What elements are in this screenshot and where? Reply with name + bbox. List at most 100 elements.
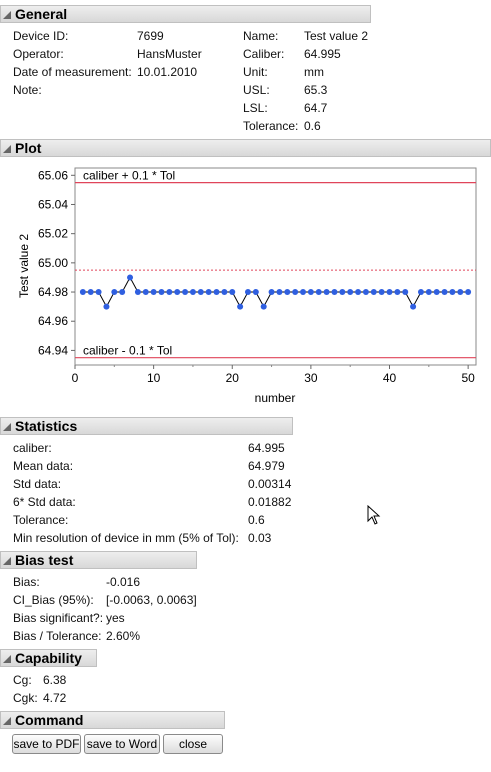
disclosure-triangle-icon[interactable] [3, 717, 11, 725]
bias-value: yes [106, 611, 125, 625]
data-point [323, 289, 330, 296]
disclosure-triangle-icon[interactable] [3, 145, 11, 153]
capability-title: Capability [15, 650, 82, 666]
bias-value: [-0.0063, 0.0063] [106, 593, 197, 607]
data-point [276, 289, 283, 296]
bias-value: 2.60% [106, 629, 141, 643]
y-axis: 64.94 64.96 64.98 65.00 65.02 65.04 65.06 [38, 168, 75, 357]
cgk-label: Cgk: [13, 691, 38, 705]
data-point [127, 274, 134, 281]
statistics-header[interactable]: Statistics [0, 417, 293, 435]
disclosure-triangle-icon[interactable] [3, 11, 11, 19]
y-tick-label: 65.06 [38, 168, 68, 182]
bias-label: CI_Bias (95%): [13, 593, 94, 607]
data-point [331, 289, 338, 296]
data-point [362, 289, 369, 296]
data-point [292, 289, 299, 296]
date-value: 10.01.2010 [137, 65, 198, 79]
data-point [237, 303, 244, 310]
plot-header[interactable]: Plot [0, 139, 491, 157]
data-point [370, 289, 377, 296]
stat-label: Min resolution of device in mm (5% of To… [13, 531, 239, 545]
data-point [260, 303, 267, 310]
y-tick-label: 64.94 [38, 343, 68, 357]
data-point [355, 289, 362, 296]
save-to-word-button[interactable]: save to Word [84, 734, 160, 754]
data-point [182, 289, 189, 296]
disclosure-triangle-icon[interactable] [3, 655, 11, 663]
disclosure-triangle-icon[interactable] [3, 557, 11, 565]
upper-limit-label: caliber + 0.1 * Tol [83, 169, 175, 183]
data-point [417, 289, 424, 296]
stat-value: 0.00314 [248, 477, 292, 491]
data-point [315, 289, 322, 296]
x-tick-label: 50 [461, 371, 475, 385]
command-header[interactable]: Command [0, 711, 225, 729]
plot-chart: 64.94 64.96 64.98 65.00 65.02 65.04 65.06 0 10 2… [17, 167, 477, 405]
tolerance-label: Tolerance: [243, 119, 299, 133]
stat-label: Mean data: [13, 459, 74, 473]
general-header[interactable]: General [0, 5, 371, 23]
y-tick-label: 65.04 [38, 197, 68, 211]
general-title: General [15, 6, 68, 22]
data-point [213, 289, 220, 296]
name-label: Name: [243, 29, 279, 43]
y-tick-label: 65.02 [38, 227, 68, 241]
data-point [142, 289, 149, 296]
note-label: Note: [13, 83, 42, 97]
data-point [394, 289, 401, 296]
data-point [229, 289, 236, 296]
cg-label: Cg: [13, 673, 32, 687]
stat-label: Std data: [13, 477, 62, 491]
caliber-value: 64.995 [304, 47, 341, 61]
data-point [425, 289, 432, 296]
stat-value: 64.979 [248, 459, 285, 473]
bias-label: Bias significant?: [13, 611, 104, 625]
bias-header[interactable]: Bias test [0, 551, 197, 569]
bias-label: Bias / Tolerance: [13, 629, 102, 643]
cgk-value: 4.72 [43, 691, 67, 705]
data-point [252, 289, 259, 296]
device-id-value: 7699 [137, 29, 164, 43]
x-axis: 0 10 20 30 40 50 [72, 365, 475, 385]
data-point [402, 289, 409, 296]
x-tick-label: 30 [304, 371, 318, 385]
unit-label: Unit: [243, 65, 268, 79]
data-point [300, 289, 307, 296]
x-axis-label: number [255, 391, 296, 405]
data-point [95, 289, 102, 296]
data-point [79, 289, 86, 296]
capability-header[interactable]: Capability [0, 649, 97, 667]
command-title: Command [15, 712, 84, 728]
y-tick-label: 64.98 [38, 285, 68, 299]
data-point [347, 289, 354, 296]
data-point [457, 289, 464, 296]
bias-title: Bias test [15, 552, 74, 568]
data-point [465, 289, 472, 296]
data-point [449, 289, 456, 296]
data-point [378, 289, 385, 296]
data-point [307, 289, 314, 296]
close-button[interactable]: close [163, 734, 223, 754]
data-point [150, 289, 157, 296]
bias-value: -0.016 [106, 575, 141, 589]
stat-label: caliber: [13, 441, 52, 455]
data-point [441, 289, 448, 296]
data-point [174, 289, 181, 296]
plot-title: Plot [15, 140, 42, 156]
statistics-title: Statistics [15, 418, 78, 434]
lower-limit-label: caliber - 0.1 * Tol [83, 344, 172, 358]
y-axis-label: Test value 2 [17, 234, 31, 298]
data-point [386, 289, 393, 296]
data-point [205, 289, 212, 296]
disclosure-triangle-icon[interactable] [3, 423, 11, 431]
data-point [339, 289, 346, 296]
stat-value: 64.995 [248, 441, 285, 455]
bias-label: Bias: [13, 575, 40, 589]
save-to-pdf-button[interactable]: save to PDF [12, 734, 81, 754]
data-point [433, 289, 440, 296]
unit-value: mm [304, 65, 324, 79]
x-tick-label: 10 [147, 371, 161, 385]
data-point [111, 289, 118, 296]
date-label: Date of measurement: [13, 65, 132, 79]
